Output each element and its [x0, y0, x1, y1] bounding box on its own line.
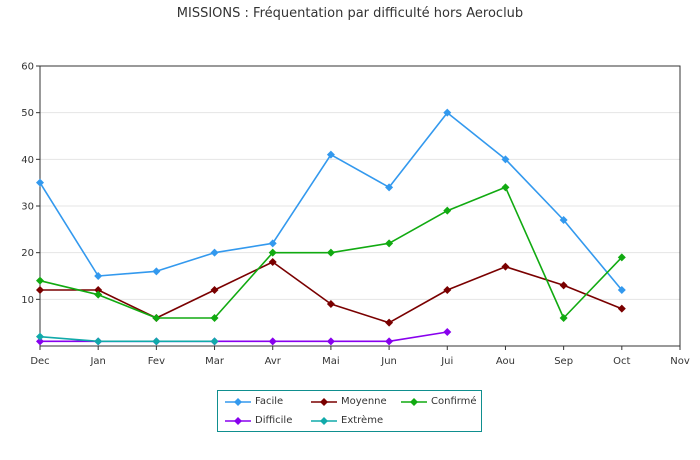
- series-confirme: [36, 183, 626, 322]
- data-point-confirme: [443, 206, 452, 215]
- legend-label: Difficile: [255, 415, 293, 426]
- data-point-moyenne: [443, 286, 452, 294]
- grid-lines: [40, 65, 680, 300]
- data-point-difficile: [385, 337, 394, 346]
- data-point-moyenne: [617, 304, 626, 313]
- y-tick-label: 40: [21, 155, 34, 166]
- x-tick-label: Oct: [613, 356, 630, 367]
- data-point-facile: [36, 178, 44, 187]
- series-facile: [36, 108, 626, 294]
- x-tick-label: Nov: [670, 356, 690, 367]
- legend-swatch: [401, 398, 427, 406]
- series-line-facile: [39, 111, 623, 291]
- data-point-moyenne: [501, 262, 510, 271]
- data-point-confirme: [559, 314, 568, 322]
- data-point-facile: [326, 150, 335, 159]
- x-tick-label: Aou: [496, 356, 515, 367]
- legend-label: Extrème: [341, 415, 384, 426]
- data-point-facile: [501, 155, 510, 164]
- series-moyenne: [36, 258, 626, 327]
- data-point-facile: [210, 248, 219, 257]
- data-point-extreme: [36, 332, 44, 341]
- legend-swatch: [225, 417, 251, 425]
- y-tick-label: 20: [21, 248, 34, 259]
- x-tick-label: Jan: [89, 356, 105, 367]
- chart-title: MISSIONS : Fréquentation par difficulté …: [176, 6, 524, 21]
- x-tick-label: Jun: [380, 356, 397, 367]
- data-point-confirme: [152, 314, 161, 322]
- data-point-confirme: [326, 248, 335, 257]
- legend-label: Moyenne: [341, 396, 387, 407]
- data-point-extreme: [152, 337, 161, 346]
- x-tick-label: Dec: [30, 356, 49, 367]
- data-point-extreme: [210, 337, 219, 346]
- data-point-confirme: [385, 239, 394, 248]
- y-tick-label: 10: [21, 295, 34, 306]
- data-point-facile: [268, 239, 277, 248]
- series-extreme: [36, 332, 219, 346]
- data-point-confirme: [94, 290, 103, 299]
- data-point-facile: [94, 272, 103, 280]
- data-point-moyenne: [94, 286, 103, 294]
- data-point-moyenne: [36, 286, 44, 294]
- data-point-moyenne: [268, 258, 277, 266]
- x-tick-label: Sep: [554, 356, 573, 367]
- data-point-confirme: [210, 314, 219, 322]
- series-line-extreme: [39, 335, 215, 343]
- legend-swatch: [311, 398, 337, 406]
- data-point-confirme: [268, 248, 277, 257]
- data-point-extreme: [94, 337, 103, 346]
- series-line-moyenne: [40, 261, 623, 324]
- data-point-difficile: [443, 328, 452, 336]
- data-point-facile: [617, 286, 626, 294]
- data-point-confirme: [36, 276, 44, 285]
- series-layer: [36, 108, 626, 346]
- data-point-facile: [443, 108, 452, 117]
- x-tick-label: Jui: [440, 356, 453, 367]
- x-tick-label: Mar: [205, 356, 225, 367]
- legend-label: Facile: [255, 396, 284, 407]
- y-axis: 10 20 30 40 50 60: [21, 62, 40, 306]
- data-point-confirme: [501, 183, 510, 192]
- data-point-difficile: [326, 337, 335, 346]
- data-point-moyenne: [210, 286, 219, 294]
- x-tick-label: Mai: [322, 356, 340, 367]
- x-tick-label: Fev: [148, 356, 165, 367]
- data-point-moyenne: [559, 281, 568, 290]
- data-point-facile: [559, 216, 568, 224]
- legend-swatch: [311, 417, 337, 425]
- data-point-difficile: [268, 337, 277, 346]
- x-tick-label: Avr: [265, 356, 282, 367]
- legend-swatch: [225, 398, 251, 406]
- data-point-difficile: [36, 337, 44, 346]
- y-tick-label: 60: [21, 62, 34, 73]
- x-axis: Dec Jan Fev Mar Avr Mai Jun Jui Aou Sep Oct Nov: [30, 346, 690, 367]
- y-tick-label: 30: [21, 202, 34, 213]
- legend: Facile Moyenne Confirmé Difficile Extrème: [217, 390, 482, 432]
- legend-label: Confirmé: [431, 396, 477, 407]
- y-tick-label: 50: [21, 108, 34, 119]
- data-point-confirme: [617, 253, 626, 262]
- data-point-facile: [152, 267, 161, 276]
- series-line-difficile: [40, 331, 448, 343]
- data-point-facile: [385, 183, 394, 192]
- data-point-moyenne: [385, 318, 394, 327]
- data-point-moyenne: [326, 300, 335, 308]
